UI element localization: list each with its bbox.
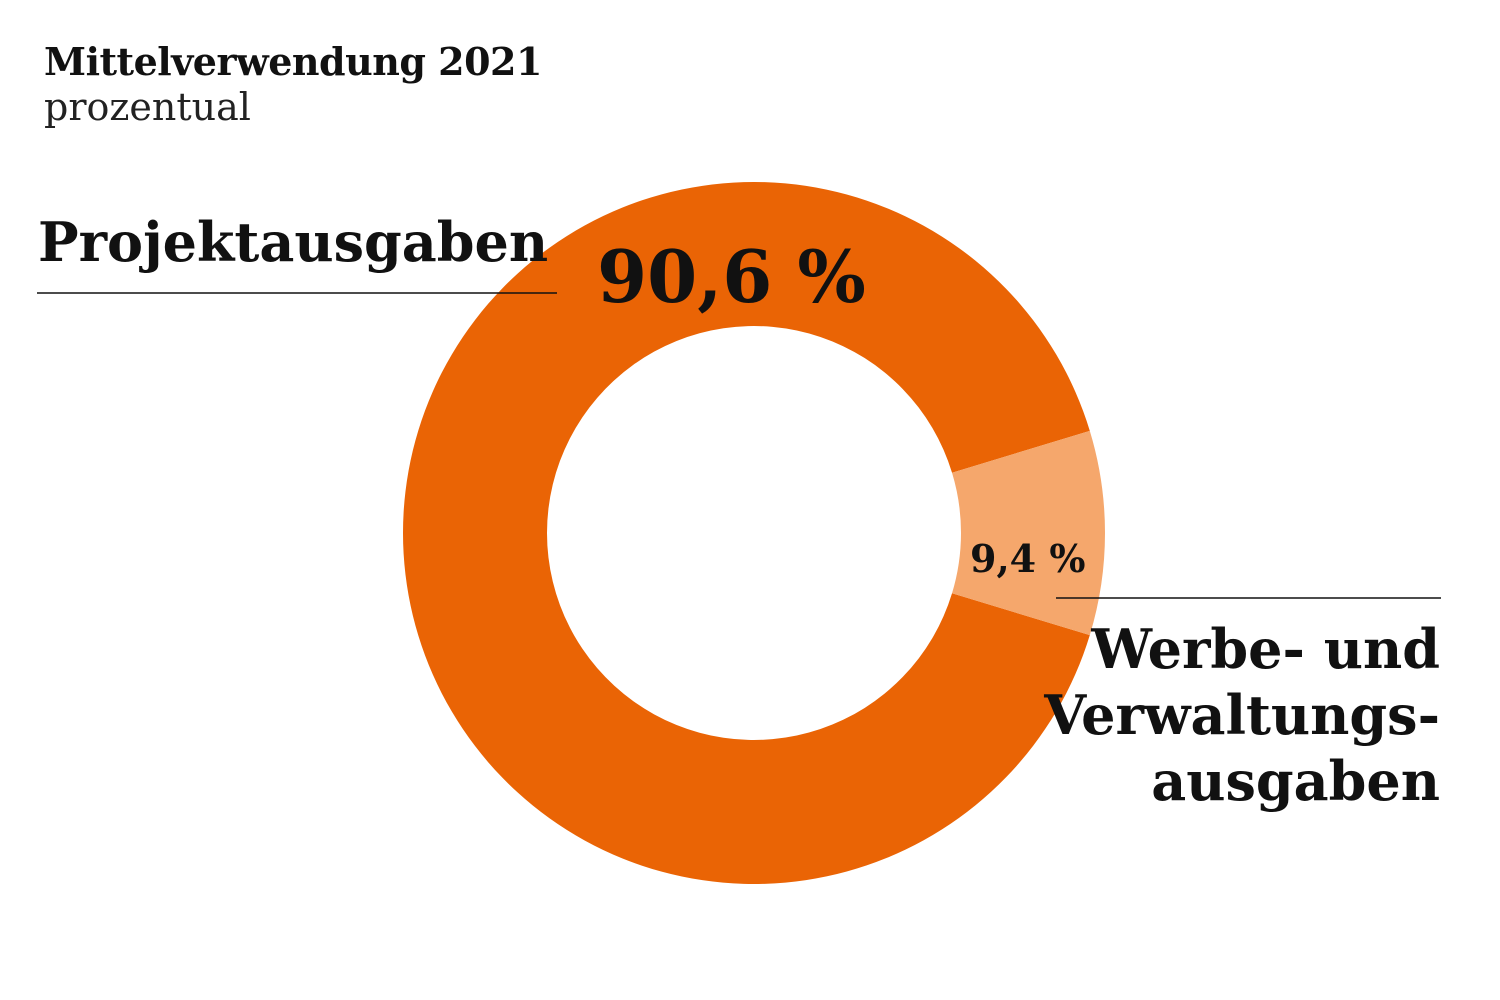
slice-label-werbe-verwaltung-line2: Verwaltungs-: [1043, 683, 1440, 747]
slice-werbe-verwaltung: [952, 430, 1105, 636]
slice-value-werbe-verwaltung: 9,4 %: [970, 536, 1085, 581]
chart-subtitle: prozentual: [44, 85, 251, 129]
chart-title: Mittelverwendung 2021: [44, 39, 542, 84]
slice-label-werbe-verwaltung-line3: ausgaben: [1151, 749, 1440, 813]
slice-value-projektausgaben: 90,6 %: [597, 234, 866, 319]
slice-label-projektausgaben: Projektausgaben: [38, 210, 548, 274]
donut-slices: [402, 181, 1105, 884]
slice-projektausgaben: [402, 181, 1090, 884]
slice-label-werbe-verwaltung-line1: Werbe- und: [1090, 617, 1440, 681]
